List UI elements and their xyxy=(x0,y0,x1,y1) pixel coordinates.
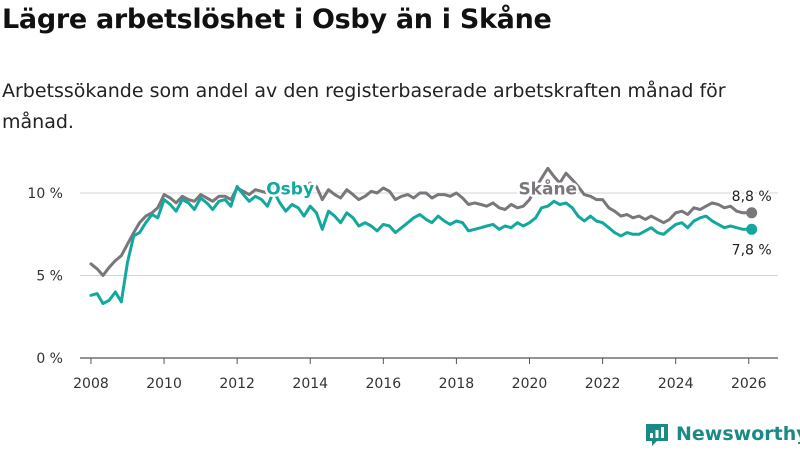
gridlines xyxy=(80,192,778,359)
newsworthy-logo-icon xyxy=(646,424,668,446)
x-tick-label: 2008 xyxy=(73,376,109,392)
newsworthy-brand: Newsworthy xyxy=(644,421,800,447)
brand-name: Newsworthy xyxy=(676,423,800,445)
series-line-osby xyxy=(89,184,754,306)
x-tick-label: 2022 xyxy=(585,376,621,392)
x-tick-label: 2016 xyxy=(365,376,401,392)
series-endpoint-osby xyxy=(746,223,758,235)
series-name-label: Skåne xyxy=(518,178,577,200)
x-tick-label: 2024 xyxy=(658,376,694,392)
series-endpoint-skane xyxy=(746,207,758,219)
x-tick-label: 2018 xyxy=(439,376,475,392)
y-tick-label: 0 % xyxy=(36,351,63,367)
x-tick-label: 2014 xyxy=(292,376,328,392)
x-tick-label: 2010 xyxy=(146,376,182,392)
chart-title: Lägre arbetslöshet i Osby än i Skåne xyxy=(2,4,552,35)
series-labels: Skåne 8,8 % Osby 7,8 % xyxy=(264,175,774,260)
end-value-label: 8,8 % xyxy=(732,189,772,205)
chart-subtitle: Arbetssökande som andel av den registerb… xyxy=(2,80,726,133)
end-value-label: 7,8 % xyxy=(732,242,772,258)
series-name-label: Osby xyxy=(266,180,314,200)
axis-labels: 0 % 5 % 10 % 2008 2010 2012 2014 2016 2018 2020 20… xyxy=(27,186,766,392)
x-tick-label: 2020 xyxy=(512,376,548,392)
y-tick-label: 10 % xyxy=(27,186,63,202)
series-line-skane xyxy=(89,166,754,277)
x-tick-label: 2026 xyxy=(731,376,767,392)
series-lines xyxy=(89,166,758,306)
x-tick-label: 2012 xyxy=(219,376,255,392)
y-tick-label: 5 % xyxy=(36,269,63,285)
